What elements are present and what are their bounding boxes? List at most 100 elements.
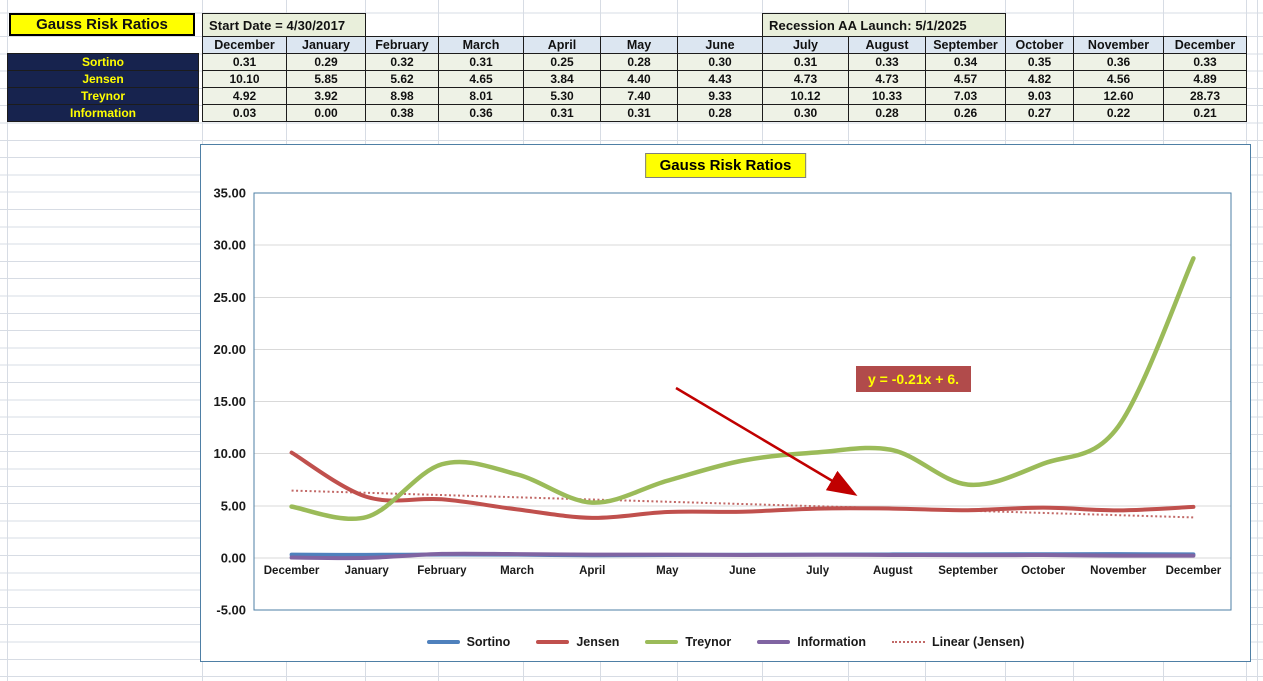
table-cell[interactable]: 10.12 bbox=[762, 87, 849, 105]
table-cell[interactable]: 4.56 bbox=[1073, 70, 1164, 88]
gauss-risk-ratios-chart[interactable]: 35.00 30.00 25.00 20.00 15.00 10.00 5.00 0.00 -5… bbox=[200, 144, 1251, 662]
legend-item-treynor[interactable]: Treynor bbox=[645, 635, 731, 649]
column-header-july[interactable]: July bbox=[762, 36, 849, 54]
table-cell[interactable]: 4.82 bbox=[1005, 70, 1074, 88]
table-cell[interactable]: 0.26 bbox=[925, 104, 1006, 122]
legend-label: Linear (Jensen) bbox=[932, 635, 1025, 649]
table-cell[interactable]: 0.22 bbox=[1073, 104, 1164, 122]
table-cell[interactable]: 0.00 bbox=[286, 104, 366, 122]
table-cell[interactable]: 0.36 bbox=[438, 104, 524, 122]
column-header-november[interactable]: November bbox=[1073, 36, 1164, 54]
table-cell[interactable]: 0.31 bbox=[438, 53, 524, 71]
svg-text:10.00: 10.00 bbox=[213, 446, 246, 461]
series-line-treynor[interactable] bbox=[289, 256, 1196, 521]
legend-item-linear-jensen-[interactable]: Linear (Jensen) bbox=[892, 635, 1024, 649]
column-header-december[interactable]: December bbox=[1163, 36, 1247, 54]
table-cell[interactable]: 5.62 bbox=[365, 70, 439, 88]
plot-gridlines bbox=[254, 244, 1231, 559]
table-cell[interactable]: 4.40 bbox=[600, 70, 678, 88]
trendline-linear-jensen[interactable] bbox=[291, 489, 1194, 519]
plot-border bbox=[253, 192, 1232, 611]
column-header-april[interactable]: April bbox=[523, 36, 601, 54]
table-cell[interactable]: 4.92 bbox=[202, 87, 287, 105]
table-cell[interactable]: 0.03 bbox=[202, 104, 287, 122]
legend-swatch-information bbox=[757, 640, 791, 644]
svg-text:August: August bbox=[873, 565, 913, 577]
x-axis-labels: December January February March April May June… bbox=[264, 565, 1222, 577]
table-cell[interactable]: 12.60 bbox=[1073, 87, 1164, 105]
table-cell[interactable]: 0.33 bbox=[1163, 53, 1247, 71]
column-header-june[interactable]: June bbox=[677, 36, 763, 54]
table-cell[interactable]: 5.85 bbox=[286, 70, 366, 88]
table-cell[interactable]: 0.31 bbox=[600, 104, 678, 122]
legend-item-sortino[interactable]: Sortino bbox=[426, 635, 510, 649]
row-label-treynor[interactable]: Treynor bbox=[7, 87, 199, 105]
column-header-december[interactable]: December bbox=[202, 36, 287, 54]
column-header-october[interactable]: October bbox=[1005, 36, 1074, 54]
column-header-february[interactable]: February bbox=[365, 36, 439, 54]
table-cell[interactable]: 4.65 bbox=[438, 70, 524, 88]
column-header-august[interactable]: August bbox=[848, 36, 926, 54]
table-cell[interactable]: 4.73 bbox=[848, 70, 926, 88]
recession-launch-cell[interactable]: Recession AA Launch: 5/1/2025 bbox=[762, 13, 1006, 37]
table-cell[interactable]: 0.29 bbox=[286, 53, 366, 71]
table-cell[interactable]: 7.40 bbox=[600, 87, 678, 105]
table-cell[interactable]: 7.03 bbox=[925, 87, 1006, 105]
row-label-sortino[interactable]: Sortino bbox=[7, 53, 199, 71]
series-line-information[interactable] bbox=[289, 551, 1196, 561]
table-cell[interactable]: 0.31 bbox=[762, 53, 849, 71]
svg-text:December: December bbox=[1166, 565, 1222, 577]
table-cell[interactable]: 4.57 bbox=[925, 70, 1006, 88]
row-label-jensen[interactable]: Jensen bbox=[7, 70, 199, 88]
table-cell[interactable]: 0.33 bbox=[848, 53, 926, 71]
chart-title[interactable]: Gauss Risk Ratios bbox=[644, 153, 807, 178]
column-header-september[interactable]: September bbox=[925, 36, 1006, 54]
table-cell[interactable]: 3.84 bbox=[523, 70, 601, 88]
table-cell[interactable]: 9.33 bbox=[677, 87, 763, 105]
table-cell[interactable]: 4.43 bbox=[677, 70, 763, 88]
svg-text:15.00: 15.00 bbox=[213, 394, 246, 409]
column-header-may[interactable]: May bbox=[600, 36, 678, 54]
table-cell[interactable]: 4.89 bbox=[1163, 70, 1247, 88]
table-cell[interactable]: 0.38 bbox=[365, 104, 439, 122]
table-cell[interactable]: 10.33 bbox=[848, 87, 926, 105]
table-cell[interactable]: 0.30 bbox=[762, 104, 849, 122]
table-title-cell[interactable]: Gauss Risk Ratios bbox=[9, 13, 195, 36]
table-cell[interactable]: 0.28 bbox=[677, 104, 763, 122]
series-line-jensen[interactable] bbox=[289, 450, 1196, 520]
table-cell[interactable]: 9.03 bbox=[1005, 87, 1074, 105]
table-cell[interactable]: 28.73 bbox=[1163, 87, 1247, 105]
table-cell[interactable]: 0.27 bbox=[1005, 104, 1074, 122]
table-cell[interactable]: 8.98 bbox=[365, 87, 439, 105]
table-cell[interactable]: 3.92 bbox=[286, 87, 366, 105]
table-cell[interactable]: 10.10 bbox=[202, 70, 287, 88]
legend-item-jensen[interactable]: Jensen bbox=[536, 635, 619, 649]
table-cell[interactable]: 0.28 bbox=[600, 53, 678, 71]
table-cell[interactable]: 8.01 bbox=[438, 87, 524, 105]
table-cell[interactable]: 0.31 bbox=[202, 53, 287, 71]
column-header-january[interactable]: January bbox=[286, 36, 366, 54]
svg-text:20.00: 20.00 bbox=[213, 342, 246, 357]
legend-label: Jensen bbox=[576, 635, 620, 649]
table-cell[interactable]: 4.73 bbox=[762, 70, 849, 88]
row-label-information[interactable]: Information bbox=[7, 104, 199, 122]
table-cell[interactable]: 0.28 bbox=[848, 104, 926, 122]
svg-text:30.00: 30.00 bbox=[213, 238, 246, 253]
table-cell[interactable]: 5.30 bbox=[523, 87, 601, 105]
annotation-arrow[interactable] bbox=[675, 386, 858, 496]
trendline-equation-label[interactable]: y = -0.21x + 6. bbox=[856, 366, 971, 392]
table-cell[interactable]: 0.25 bbox=[523, 53, 601, 71]
table-cell[interactable]: 0.35 bbox=[1005, 53, 1074, 71]
table-cell[interactable]: 0.32 bbox=[365, 53, 439, 71]
svg-text:April: April bbox=[579, 565, 605, 577]
table-cell[interactable]: 0.31 bbox=[523, 104, 601, 122]
chart-legend[interactable]: Sortino Jensen Treynor Information Linear (J… bbox=[201, 631, 1250, 653]
table-cell[interactable]: 0.21 bbox=[1163, 104, 1247, 122]
legend-item-information[interactable]: Information bbox=[757, 635, 866, 649]
table-cell[interactable]: 0.30 bbox=[677, 53, 763, 71]
svg-text:June: June bbox=[729, 565, 756, 577]
table-cell[interactable]: 0.36 bbox=[1073, 53, 1164, 71]
table-cell[interactable]: 0.34 bbox=[925, 53, 1006, 71]
start-date-cell[interactable]: Start Date = 4/30/2017 bbox=[202, 13, 366, 37]
column-header-march[interactable]: March bbox=[438, 36, 524, 54]
